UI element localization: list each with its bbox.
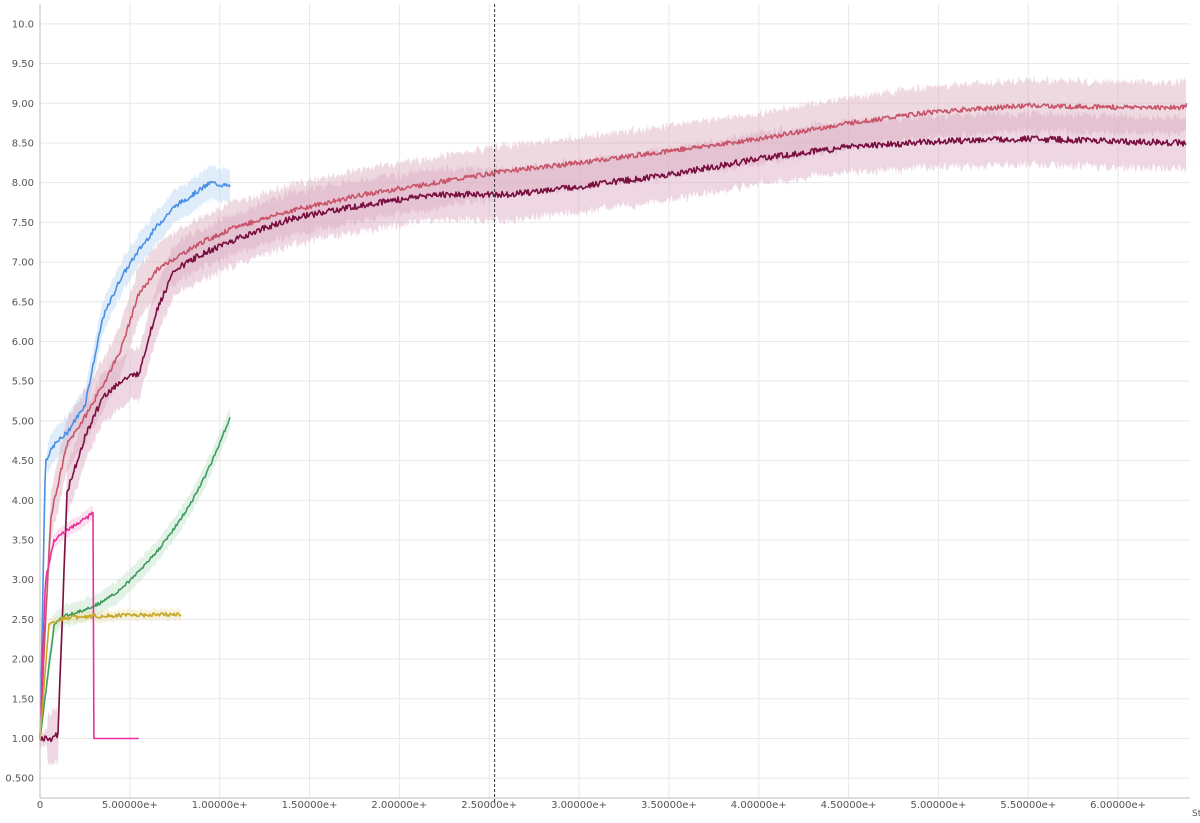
y-tick-label: 1.00 [12, 734, 34, 745]
y-tick-label: 7.00 [12, 258, 34, 269]
grid-lines [39, 4, 1190, 798]
y-tick-label: 0.500 [5, 774, 34, 785]
y-tick-label: 2.00 [12, 655, 34, 666]
y-tick-label: 1.50 [12, 694, 34, 705]
x-tick-label: 4.00000e+ [731, 800, 787, 811]
y-tick-label: 3.50 [12, 535, 34, 546]
x-tick-label: 5.50000e+ [1000, 800, 1056, 811]
x-tick-label: 3.50000e+ [641, 800, 697, 811]
y-tick-label: 9.50 [12, 59, 34, 70]
x-tick-label: 5.00000e+ [102, 800, 158, 811]
y-tick-label: 4.00 [12, 496, 34, 507]
x-tick-label: 2.00000e+ [371, 800, 427, 811]
x-tick-label: 6.00000e+ [1090, 800, 1146, 811]
y-tick-label: 5.00 [12, 416, 34, 427]
x-tick-label: 1.00000e+ [192, 800, 248, 811]
y-tick-label: 3.00 [12, 575, 34, 586]
y-tick-label: 4.50 [12, 456, 34, 467]
series-band-6 [40, 607, 181, 741]
series-line-6 [39, 611, 182, 740]
y-tick-label: 5.50 [12, 377, 34, 388]
x-tick-label: 5.00000e+ [910, 800, 966, 811]
x-tick-label: 1.50000e+ [282, 800, 338, 811]
tick-labels: 0.500 1.00 1.50 2.00 2.50 3.00 3.50 4.00 4.50 5.0… [5, 19, 1200, 819]
y-tick-label: 9.00 [12, 99, 34, 110]
series-lines [39, 102, 1188, 743]
y-tick-label: 8.00 [12, 178, 34, 189]
series-line-2 [39, 102, 1188, 738]
x-tick-label: 0 [37, 800, 43, 811]
y-tick-label: 2.50 [12, 615, 34, 626]
x-tick-label: 3.00000e+ [551, 800, 607, 811]
y-tick-label: 7.50 [12, 218, 34, 229]
y-tick-label: 8.50 [12, 138, 34, 149]
y-tick-label: 10.0 [12, 19, 34, 30]
x-tick-label: 2.50000e+ [461, 800, 517, 811]
series-line-3 [39, 135, 1187, 743]
series-line-1 [39, 180, 231, 739]
y-tick-label: 6.00 [12, 337, 34, 348]
series-line-4 [39, 417, 231, 738]
x-axis-title: Step [1192, 809, 1200, 819]
x-tick-label: 4.50000e+ [821, 800, 877, 811]
y-tick-label: 6.50 [12, 297, 34, 308]
axes [39, 4, 1190, 804]
series-line-5 [39, 511, 139, 741]
